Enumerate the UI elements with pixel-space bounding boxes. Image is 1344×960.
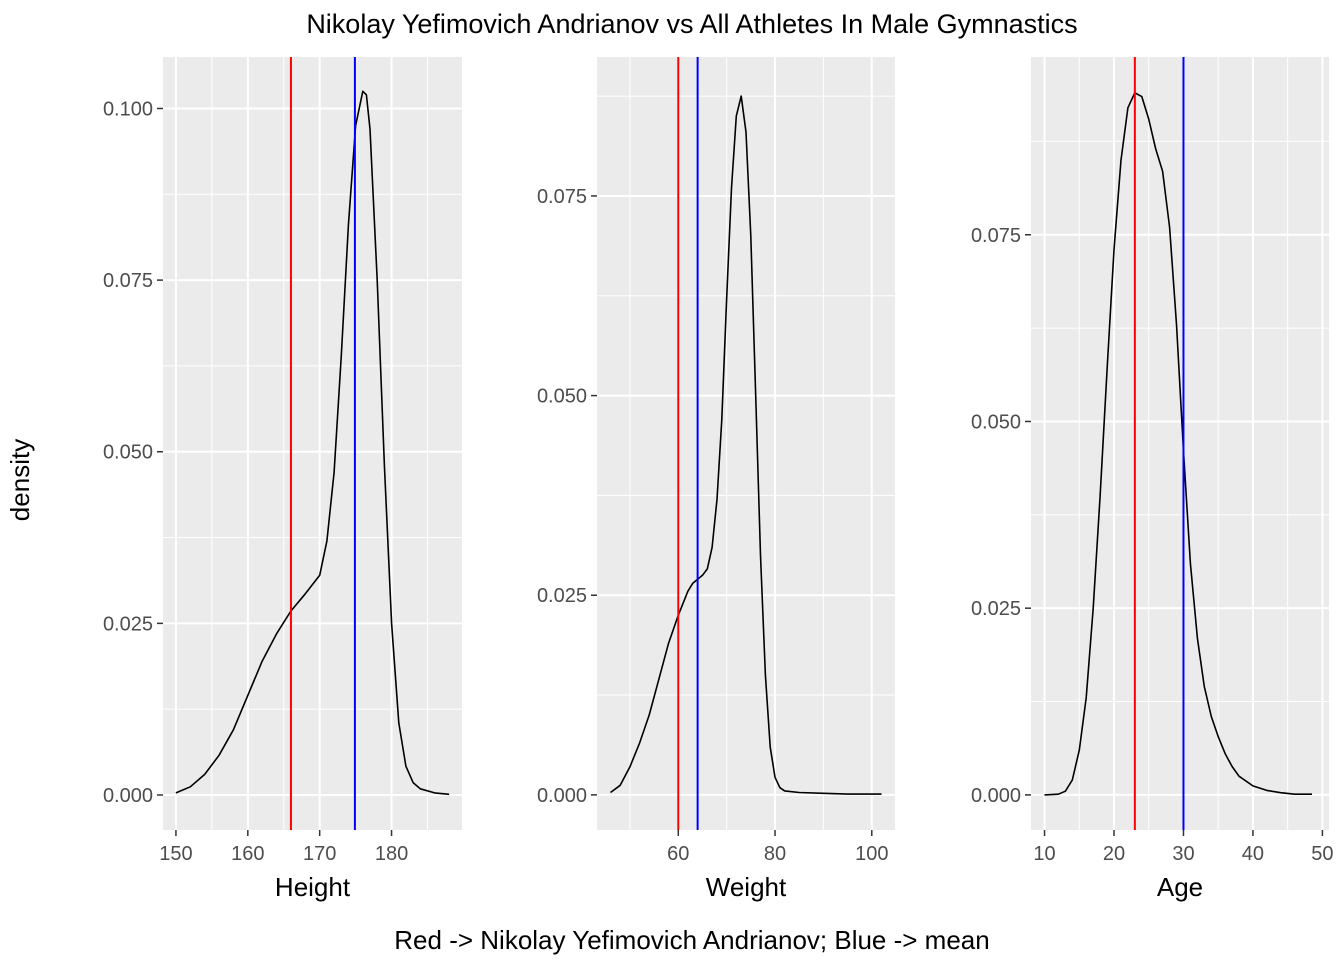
y-tick-label: 0.050: [971, 411, 1021, 433]
panel-background: [1031, 57, 1329, 830]
y-axis-title: density: [5, 439, 35, 521]
x-axis-title: Age: [1157, 872, 1203, 902]
x-tick-label: 180: [375, 843, 408, 865]
x-tick-label: 10: [1033, 843, 1055, 865]
x-axis-title: Height: [275, 872, 351, 902]
panel-background: [163, 57, 462, 830]
y-tick-label: 0.025: [537, 585, 587, 607]
x-tick-label: 40: [1242, 843, 1264, 865]
panel-age: 0.000 0.025 0.050 0.075 10 20 30 40 50 Age: [971, 57, 1334, 902]
panel-background: [597, 57, 895, 830]
y-tick-label: 0.075: [971, 225, 1021, 247]
x-tick-label: 50: [1311, 843, 1333, 865]
panel-height: 0.000 0.025 0.050 0.075 0.100 150 160 170 180 Hei…: [103, 57, 462, 902]
density-curve: [1044, 92, 1312, 796]
x-tick-label: 60: [667, 843, 689, 865]
y-tick-label: 0.000: [971, 785, 1021, 807]
x-tick-label: 150: [159, 843, 192, 865]
density-curve: [175, 90, 450, 796]
x-tick-label: 100: [855, 843, 888, 865]
x-tick-label: 20: [1103, 843, 1125, 865]
y-tick-label: 0.075: [103, 270, 153, 292]
chart-caption: Red -> Nikolay Yefimovich Andrianov; Blu…: [394, 925, 989, 955]
y-tick-label: 0.025: [103, 613, 153, 635]
y-tick-label: 0.050: [537, 386, 587, 408]
y-tick-label: 0.050: [103, 442, 153, 464]
density-curve: [610, 95, 882, 795]
x-tick-label: 30: [1172, 843, 1194, 865]
x-tick-label: 170: [303, 843, 336, 865]
y-tick-label: 0.100: [103, 98, 153, 120]
chart-title: Nikolay Yefimovich Andrianov vs All Athl…: [306, 9, 1077, 39]
y-tick-label: 0.025: [971, 598, 1021, 620]
y-tick-label: 0.000: [103, 785, 153, 807]
y-tick-label: 0.075: [537, 186, 587, 208]
facet-panels: 0.000 0.025 0.050 0.075 0.100 150 160 170 180 Hei…: [103, 57, 1334, 902]
y-tick-label: 0.000: [537, 785, 587, 807]
x-tick-label: 80: [764, 843, 786, 865]
x-axis-title: Weight: [706, 872, 787, 902]
x-tick-label: 160: [231, 843, 264, 865]
panel-weight: 0.000 0.025 0.050 0.075 60 80 100 Weight: [537, 57, 895, 902]
